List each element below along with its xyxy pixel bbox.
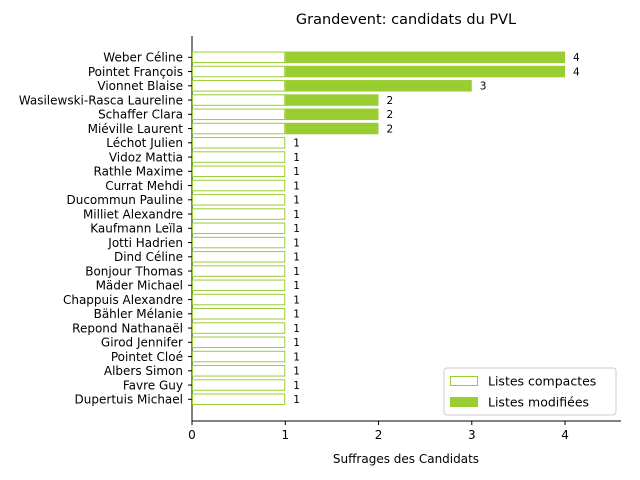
data-label: 1 <box>293 266 300 278</box>
y-tick-label: Rathle Maxime <box>94 165 183 179</box>
plot-area: 0 1 2 3 4 Weber Céline 4 Pointet François 4 Vionn… <box>19 36 621 442</box>
legend-swatch-compactes <box>450 376 478 386</box>
bar-listes-compactes <box>192 65 286 78</box>
legend: Listes compactes Listes modifiées <box>443 367 617 416</box>
bar-listes-compactes <box>192 94 286 106</box>
data-label: 1 <box>293 323 300 335</box>
bar-listes-compactes <box>192 179 286 192</box>
bar-listes-compactes <box>192 251 286 263</box>
data-label: 1 <box>293 209 300 221</box>
bar-listes-modifiees <box>285 80 472 92</box>
bar-listes-modifiees <box>285 94 379 106</box>
y-tick-label: Repond Nathanaël <box>72 321 183 335</box>
legend-frame <box>443 367 617 416</box>
data-label: 1 <box>293 366 300 378</box>
bar-listes-compactes <box>192 350 286 363</box>
data-label: 4 <box>573 52 580 64</box>
bar-listes-compactes <box>192 393 286 406</box>
y-tick-label: Chappuis Alexandre <box>63 293 183 307</box>
bar-listes-compactes <box>192 308 286 320</box>
bar-listes-compactes <box>192 137 286 149</box>
bar-listes-compactes <box>192 236 286 249</box>
data-label: 1 <box>293 180 300 192</box>
data-label: 2 <box>387 123 394 135</box>
data-label: 1 <box>293 380 300 392</box>
y-tick-label: Miéville Laurent <box>88 122 184 136</box>
legend-label-compactes: Listes compactes <box>488 374 596 389</box>
legend-swatch-modifiees <box>450 397 478 407</box>
y-tick-label: Weber Céline <box>103 51 183 65</box>
y-tick-label: Léchot Julien <box>106 136 183 150</box>
data-label: 1 <box>293 152 300 164</box>
y-tick-label: Kaufmann Leïla <box>90 222 183 236</box>
data-label: 3 <box>480 81 487 93</box>
data-label: 4 <box>573 66 580 78</box>
data-label: 1 <box>293 394 300 406</box>
chart-title: Grandevent: candidats du PVL <box>296 12 516 28</box>
bar-listes-compactes <box>192 265 286 277</box>
data-label: 1 <box>293 237 300 249</box>
bar-listes-compactes <box>192 222 286 235</box>
bar-listes-modifiees <box>285 51 566 64</box>
y-tick-label: Dind Céline <box>114 250 183 264</box>
data-label: 1 <box>293 252 300 264</box>
data-label: 1 <box>293 195 300 207</box>
x-tick-label: 0 <box>188 428 196 442</box>
data-label: 2 <box>387 109 394 121</box>
y-tick-label: Girod Jennifer <box>101 336 183 350</box>
data-label: 1 <box>293 351 300 363</box>
bar-listes-compactes <box>192 279 286 292</box>
data-label: 1 <box>293 223 300 235</box>
bar-listes-compactes <box>192 165 286 178</box>
x-tick-label: 2 <box>375 428 383 442</box>
y-tick-label: Wasilewski-Rasca Laureline <box>19 93 183 107</box>
y-tick-label: Dupertuis Michael <box>75 393 183 407</box>
bar-listes-compactes <box>192 293 286 306</box>
x-tick-label: 1 <box>281 428 289 442</box>
y-tick-label: Milliet Alexandre <box>83 207 183 221</box>
bar-listes-compactes <box>192 336 286 349</box>
bar-listes-compactes <box>192 151 286 163</box>
y-tick-label: Pointet Cloé <box>111 350 183 364</box>
data-label: 1 <box>293 337 300 349</box>
bar-listes-compactes <box>192 51 286 64</box>
data-label: 1 <box>293 309 300 321</box>
y-tick-label: Pointet François <box>88 65 183 79</box>
x-tick-label: 3 <box>468 428 476 442</box>
data-label: 1 <box>293 294 300 306</box>
x-axis-label: Suffrages des Candidats <box>333 452 479 466</box>
bar-listes-compactes <box>192 208 286 220</box>
y-tick-label: Albers Simon <box>104 364 183 378</box>
y-tick-label: Schaffer Clara <box>98 108 183 122</box>
bar-listes-compactes <box>192 379 286 391</box>
bar-listes-compactes <box>192 108 286 121</box>
bar-listes-modifiees <box>285 122 379 135</box>
data-label: 1 <box>293 138 300 150</box>
bar-listes-compactes <box>192 80 286 92</box>
y-tick-label: Bonjour Thomas <box>85 264 183 278</box>
bar-listes-compactes <box>192 365 286 377</box>
y-tick-label: Favre Guy <box>123 378 183 392</box>
bar-listes-compactes <box>192 322 286 334</box>
y-tick-label: Vidoz Mattia <box>109 150 183 164</box>
y-tick-label: Ducommun Pauline <box>66 193 183 207</box>
x-tick-label: 4 <box>561 428 569 442</box>
bar-listes-compactes <box>192 194 286 206</box>
y-tick-label: Currat Mehdi <box>105 179 183 193</box>
bar-listes-modifiees <box>285 65 566 78</box>
data-label: 1 <box>293 166 300 178</box>
y-tick-label: Mäder Michael <box>96 279 183 293</box>
y-tick-label: Vionnet Blaise <box>97 79 183 93</box>
bar-listes-compactes <box>192 122 286 135</box>
y-tick-label: Bähler Mélanie <box>94 307 183 321</box>
bar-listes-modifiees <box>285 108 379 121</box>
y-tick-label: Jotti Hadrien <box>107 236 183 250</box>
data-label: 2 <box>387 95 394 107</box>
data-label: 1 <box>293 280 300 292</box>
legend-label-modifiees: Listes modifiées <box>488 395 589 410</box>
